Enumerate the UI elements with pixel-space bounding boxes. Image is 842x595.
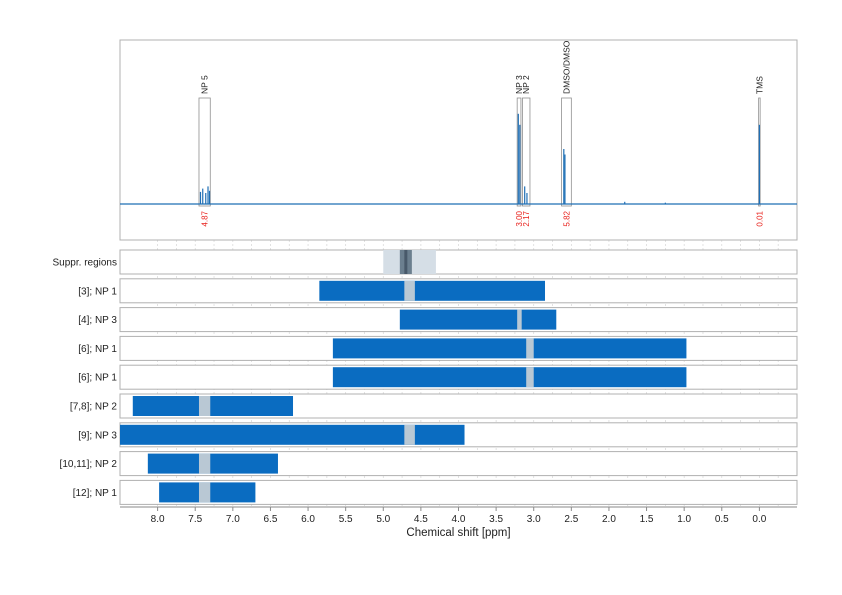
peak-box (522, 97, 531, 207)
region-rows: Suppr. regions [3]; NP 1 [4]; NP 3 [6]; NP … (53, 249, 798, 505)
peak-label: DMSO/DMSO (561, 40, 571, 94)
x-tick-label: 5.5 (339, 514, 353, 525)
overlap-marker (404, 424, 415, 445)
integral-label: 5.82 (562, 210, 571, 226)
x-tick-label: 6.0 (301, 514, 315, 525)
row-label: Suppr. regions (53, 258, 118, 269)
row-label: [10,11]; NP 2 (60, 459, 118, 470)
overlap-marker (198, 453, 211, 474)
x-tick-label: 8.0 (151, 514, 165, 525)
peak-label: NP 5 (200, 75, 210, 94)
integral-label: 4.87 (201, 210, 210, 226)
peak-box (561, 97, 572, 207)
spectrum-frame (119, 39, 798, 241)
x-tick-label: 7.5 (188, 514, 202, 525)
overlap-marker (517, 309, 522, 330)
overlap-marker (526, 367, 534, 388)
row-label: [9]; NP 3 (78, 430, 117, 441)
row-label: [6]; NP 1 (78, 344, 117, 355)
x-axis-title: Chemical shift [ppm] (406, 527, 510, 539)
x-tick-label: 2.5 (564, 514, 578, 525)
x-tick-label: 2.0 (602, 514, 616, 525)
x-tick-label: 0.5 (715, 514, 729, 525)
region-bar (319, 280, 546, 301)
integral-label: 0.01 (755, 210, 764, 226)
peak-label: NP 2 (521, 75, 531, 94)
region-bar (399, 309, 557, 330)
x-tick-label: 3.0 (527, 514, 541, 525)
x-tick-label: 1.0 (677, 514, 691, 525)
row-label: [6]; NP 1 (78, 373, 117, 384)
peak-box (758, 97, 761, 207)
x-tick-label: 1.5 (640, 514, 654, 525)
x-tick-label: 4.0 (452, 514, 466, 525)
peak-box (516, 97, 522, 207)
row-frame (119, 249, 798, 275)
overlap-marker (404, 280, 415, 301)
x-tick-label: 4.5 (414, 514, 428, 525)
x-tick-label: 5.0 (376, 514, 390, 525)
x-axis: Chemical shift [ppm] 8.0 7.5 7.0 6.5 6.0 5.5 5… (120, 506, 797, 539)
integral-label: 2.17 (522, 210, 531, 226)
suppression-core (404, 250, 408, 274)
x-tick-label: 7.0 (226, 514, 240, 525)
x-tick-label: 3.5 (489, 514, 503, 525)
region-bar (120, 424, 465, 445)
overlap-marker (198, 396, 211, 416)
region-bar (332, 338, 687, 359)
region-bar (147, 453, 278, 474)
row-label: [4]; NP 3 (78, 315, 117, 326)
row-label: [12]; NP 1 (73, 488, 118, 499)
overlap-marker (526, 338, 534, 359)
x-tick-label: 6.5 (263, 514, 277, 525)
row-label: [3]; NP 1 (78, 286, 117, 297)
region-bar (132, 396, 294, 416)
integral-label: 3.00 (515, 210, 524, 226)
peak-label: TMS (754, 76, 764, 94)
region-bar (332, 367, 687, 388)
x-tick-label: 0.0 (752, 514, 766, 525)
row-label: [7,8]; NP 2 (70, 402, 118, 413)
peak-label: NP 3 (514, 75, 524, 94)
spectrum-panel: NP 5 4.87 NP 3 3.00 NP 2 2.17 DMSO/DMSO 5.82 TMS… (119, 39, 798, 241)
overlap-marker (198, 482, 211, 503)
peak-box (198, 97, 211, 207)
